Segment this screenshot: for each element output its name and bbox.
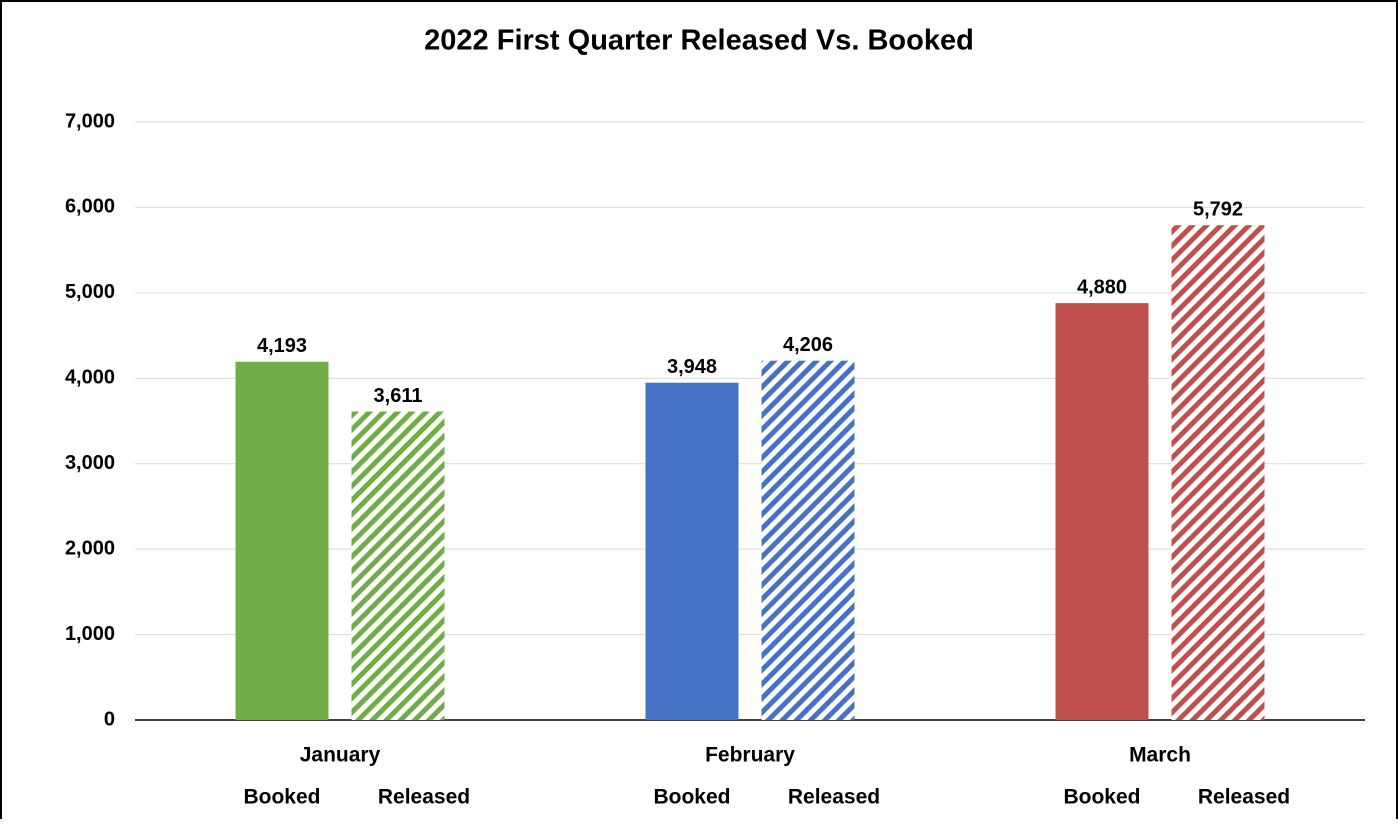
x-tick-label: January — [300, 744, 381, 767]
bar — [1055, 303, 1149, 720]
y-tick-label: 1,000 — [65, 623, 115, 645]
x-sub-label: Booked — [653, 786, 730, 809]
x-tick-label: February — [705, 744, 795, 767]
data-label: 5,792 — [1193, 198, 1243, 220]
y-tick-label: 5,000 — [65, 281, 115, 303]
x-sub-label: Booked — [243, 786, 320, 809]
bar — [761, 360, 855, 720]
x-sub-label: Booked — [1063, 786, 1140, 809]
chart-title: 2022 First Quarter Released Vs. Booked — [424, 25, 974, 57]
y-tick-label: 6,000 — [65, 196, 115, 218]
bar — [645, 382, 739, 720]
y-tick-label: 4,000 — [65, 367, 115, 389]
data-label: 4,880 — [1077, 276, 1127, 298]
bar — [235, 361, 329, 720]
data-label: 4,206 — [783, 334, 833, 356]
y-tick-label: 3,000 — [65, 452, 115, 474]
data-label: 3,611 — [374, 385, 423, 407]
x-tick-label: March — [1129, 744, 1191, 767]
data-label: 3,948 — [667, 356, 717, 378]
y-tick-label: 7,000 — [65, 110, 115, 132]
x-sub-label: Released — [378, 786, 470, 809]
bar — [1171, 225, 1265, 721]
x-sub-label: Released — [788, 786, 880, 809]
y-tick-label: 0 — [104, 708, 115, 730]
x-sub-label: Released — [1198, 786, 1290, 809]
bar — [351, 411, 445, 720]
y-tick-label: 2,000 — [65, 537, 115, 559]
data-label: 4,193 — [257, 335, 307, 357]
